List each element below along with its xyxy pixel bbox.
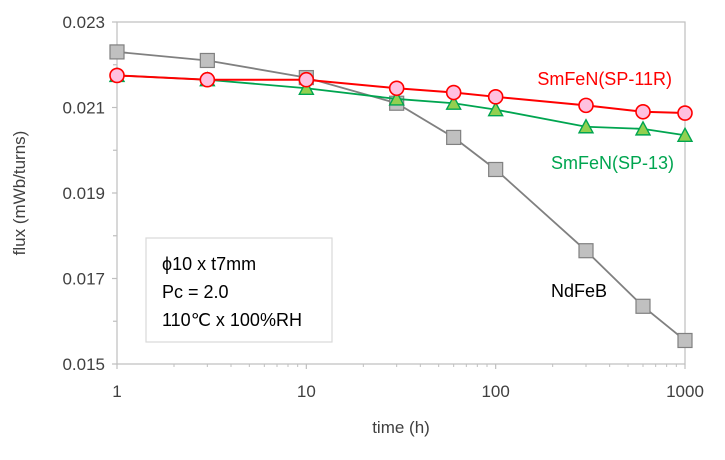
y-axis-title: flux (mWb/turns) [10, 131, 29, 256]
x-tick-label: 1 [112, 382, 121, 401]
data-point [677, 105, 693, 121]
series-label-smfen-sp13: SmFeN(SP-13) [551, 153, 674, 173]
series-smfen-sp-11r [109, 67, 693, 121]
conditions-line-size: ϕ10 x t7mm [162, 254, 256, 274]
x-tick-label: 10 [297, 382, 316, 401]
data-point [109, 44, 125, 60]
data-point [388, 80, 405, 97]
series-label-smfen-sp11r: SmFeN(SP-11R) [537, 69, 672, 89]
data-point [578, 97, 594, 114]
data-point [446, 129, 462, 146]
series-label-ndfeb: NdFeB [551, 281, 607, 301]
data-point [635, 103, 651, 120]
data-point [488, 161, 504, 178]
data-point [298, 79, 315, 95]
data-point [578, 243, 594, 259]
y-tick-label: 0.023 [62, 13, 105, 32]
series-layer [108, 44, 694, 349]
data-point [199, 71, 216, 88]
conditions-box-frame [145, 237, 333, 343]
data-point [199, 52, 215, 69]
data-point [577, 118, 595, 134]
data-point [445, 84, 462, 101]
data-point [676, 126, 694, 142]
x-tick-label: 1000 [666, 382, 704, 401]
data-point [677, 332, 693, 349]
x-axis-ticks: 1 10 100 1000 [112, 364, 704, 401]
x-axis-title: time (h) [372, 418, 430, 437]
data-point [634, 120, 652, 136]
conditions-box: ϕ10 x t7mm Pc = 2.0 110℃ x 100%RH [145, 237, 333, 343]
y-tick-label: 0.021 [62, 99, 105, 118]
conditions-line-pc: Pc = 2.0 [162, 282, 229, 302]
data-point [635, 298, 651, 314]
data-point [487, 101, 504, 117]
conditions-line-env: 110℃ x 100%RH [162, 310, 302, 330]
data-point [445, 94, 462, 110]
y-axis-ticks: 0.015 0.017 0.019 0.021 0.023 [62, 13, 117, 374]
data-point [487, 89, 504, 105]
y-tick-label: 0.017 [62, 270, 105, 289]
data-point [298, 71, 315, 88]
y-tick-label: 0.015 [62, 355, 105, 374]
data-point [109, 67, 125, 84]
data-point [388, 90, 405, 106]
x-tick-label: 100 [481, 382, 509, 401]
y-tick-label: 0.019 [62, 184, 105, 203]
